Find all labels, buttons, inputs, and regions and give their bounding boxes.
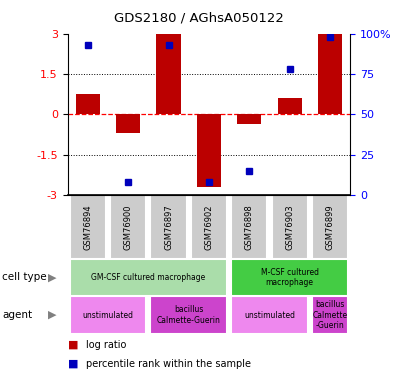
Text: GSM76899: GSM76899 [326, 204, 335, 250]
Bar [150, 296, 227, 334]
Text: bacillus
Calmette-Guerin: bacillus Calmette-Guerin [157, 305, 221, 325]
Bar [231, 296, 308, 334]
Text: cell type: cell type [2, 273, 47, 282]
Bar [150, 195, 187, 259]
Bar [318, 34, 342, 114]
Bar [110, 195, 146, 259]
Text: bacillus
Calmette
-Guerin: bacillus Calmette -Guerin [312, 300, 347, 330]
Bar [191, 195, 227, 259]
Text: GSM76900: GSM76900 [124, 204, 133, 250]
Text: unstimulated: unstimulated [82, 310, 133, 320]
Text: GSM76897: GSM76897 [164, 204, 173, 250]
Text: GDS2180 / AGhsA050122: GDS2180 / AGhsA050122 [114, 11, 284, 24]
Text: unstimulated: unstimulated [244, 310, 295, 320]
Bar [76, 94, 100, 114]
Text: GSM76894: GSM76894 [83, 204, 92, 250]
Text: GM-CSF cultured macrophage: GM-CSF cultured macrophage [91, 273, 205, 282]
Bar [237, 114, 261, 124]
Text: ■: ■ [68, 359, 78, 369]
Text: ▶: ▶ [47, 310, 56, 320]
Bar [277, 98, 302, 114]
Text: GSM76902: GSM76902 [205, 204, 213, 250]
Bar [231, 259, 348, 296]
Bar [271, 195, 308, 259]
Bar [312, 296, 348, 334]
Text: log ratio: log ratio [86, 340, 126, 350]
Bar [156, 34, 181, 114]
Bar [197, 114, 221, 187]
Bar [116, 114, 140, 133]
Bar [70, 296, 146, 334]
Bar [70, 259, 227, 296]
Text: percentile rank within the sample: percentile rank within the sample [86, 359, 251, 369]
Text: agent: agent [2, 310, 32, 320]
Bar [312, 195, 348, 259]
Text: GSM76898: GSM76898 [245, 204, 254, 250]
Bar [70, 195, 106, 259]
Text: GSM76903: GSM76903 [285, 204, 294, 250]
Text: ■: ■ [68, 340, 78, 350]
Text: M-CSF cultured
macrophage: M-CSF cultured macrophage [261, 268, 319, 287]
Text: ▶: ▶ [47, 273, 56, 282]
Bar [231, 195, 267, 259]
